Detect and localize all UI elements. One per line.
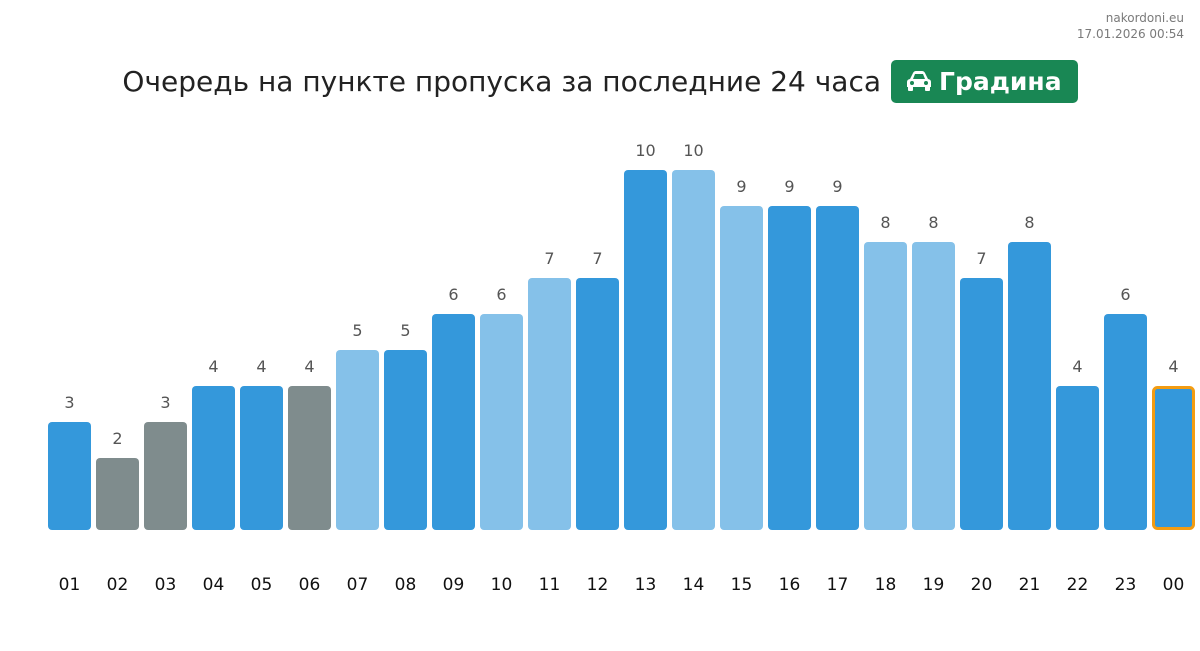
x-tick-label-22: 22 [1067,575,1089,595]
x-tick-label-00: 00 [1163,575,1185,595]
bar-21 [1008,242,1051,530]
bar-00 [1152,386,1195,530]
x-tick-label-17: 17 [827,575,849,595]
bar-03 [144,422,187,530]
bar-13 [624,170,667,530]
data-label-03: 3 [160,393,170,412]
x-tick-label-14: 14 [683,575,705,595]
data-label-15: 9 [736,177,746,196]
x-tick-label-03: 03 [155,575,177,595]
site-name: nakordoni.eu [1105,11,1184,25]
car-icon [907,71,932,91]
title-row: Очередь на пункте пропуска за последние … [0,58,1200,104]
data-label-13: 10 [635,141,655,160]
data-label-04: 4 [208,357,218,376]
bar-19 [912,242,955,530]
data-label-12: 7 [592,249,602,268]
bar-23 [1104,314,1147,530]
x-tick-label-08: 08 [395,575,417,595]
data-label-00: 4 [1168,357,1178,376]
data-label-05: 4 [256,357,266,376]
bar-16 [768,206,811,530]
timestamp: 17.01.2026 00:54 [1076,27,1184,41]
x-tick-label-07: 07 [347,575,369,595]
x-tick-label-06: 06 [299,575,321,595]
data-label-16: 9 [784,177,794,196]
bar-05 [240,386,283,530]
x-tick-label-11: 11 [539,575,561,595]
data-label-09: 6 [448,285,458,304]
bar-04 [192,386,235,530]
x-tick-label-01: 01 [59,575,81,595]
bar-15 [720,206,763,530]
x-tick-label-05: 05 [251,575,273,595]
x-tick-label-18: 18 [875,575,897,595]
data-label-01: 3 [64,393,74,412]
bar-12 [576,278,619,530]
data-label-08: 5 [400,321,410,340]
bar-08 [384,350,427,530]
data-label-06: 4 [304,357,314,376]
bar-01 [48,422,91,530]
data-label-18: 8 [880,213,890,232]
x-tick-label-02: 02 [107,575,129,595]
checkpoint-badge: Градина [891,59,1078,103]
data-label-22: 4 [1072,357,1082,376]
bar-10 [480,314,523,530]
data-label-10: 6 [496,285,506,304]
x-tick-label-09: 09 [443,575,465,595]
x-tick-label-19: 19 [923,575,945,595]
x-tick-label-20: 20 [971,575,993,595]
x-tick-label-23: 23 [1115,575,1137,595]
x-tick-label-04: 04 [203,575,225,595]
bar-09 [432,314,475,530]
bar-17 [816,206,859,530]
checkpoint-name: Градина [939,66,1062,96]
data-label-14: 10 [683,141,703,160]
data-label-20: 7 [976,249,986,268]
bar-07 [336,350,379,530]
data-label-21: 8 [1024,213,1034,232]
data-label-19: 8 [928,213,938,232]
data-label-11: 7 [544,249,554,268]
data-label-02: 2 [112,429,122,448]
x-tick-label-10: 10 [491,575,513,595]
bar-11 [528,278,571,530]
data-label-17: 9 [832,177,842,196]
data-label-23: 6 [1120,285,1130,304]
bar-20 [960,278,1003,530]
x-tick-label-21: 21 [1019,575,1041,595]
page-title: Очередь на пункте пропуска за последние … [122,64,882,98]
x-tick-label-13: 13 [635,575,657,595]
bar-18 [864,242,907,530]
bar-22 [1056,386,1099,530]
x-tick-label-16: 16 [779,575,801,595]
data-label-07: 5 [352,321,362,340]
x-tick-label-15: 15 [731,575,753,595]
x-tick-label-12: 12 [587,575,609,595]
bar-14 [672,170,715,530]
bar-02 [96,458,139,530]
bar-06 [288,386,331,530]
site-header: nakordoni.eu 17.01.2026 00:54 [1077,10,1184,42]
